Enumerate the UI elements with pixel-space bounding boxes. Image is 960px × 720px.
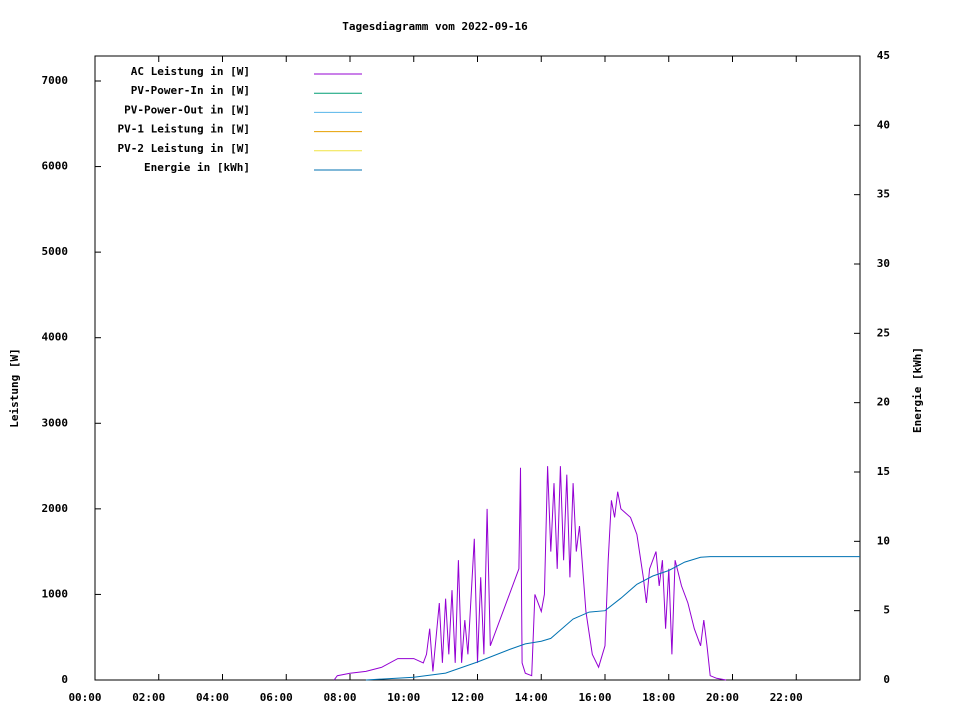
- y-tick-label: 7000: [42, 74, 69, 87]
- x-tick-label: 12:00: [451, 691, 484, 704]
- y-tick-label: 2000: [42, 502, 69, 515]
- y-tick-label: 3000: [42, 416, 69, 429]
- y2-tick-label: 45: [877, 49, 890, 62]
- x-tick-label: 02:00: [132, 691, 165, 704]
- x-tick-label: 06:00: [260, 691, 293, 704]
- y2-tick-label: 20: [877, 396, 890, 409]
- y2-tick-label: 15: [877, 465, 890, 478]
- x-tick-label: 18:00: [642, 691, 675, 704]
- y-tick-label: 1000: [42, 587, 69, 600]
- legend-label: PV-Power-Out in [W]: [124, 103, 250, 116]
- legend-label: Energie in [kWh]: [144, 161, 250, 174]
- x-tick-label: 10:00: [387, 691, 420, 704]
- y-tick-label: 4000: [42, 331, 69, 344]
- x-tick-label: 20:00: [706, 691, 739, 704]
- y2-tick-label: 30: [877, 257, 890, 270]
- y2-tick-label: 5: [883, 604, 890, 617]
- legend-label: PV-Power-In in [W]: [131, 84, 250, 97]
- legend-label: AC Leistung in [W]: [131, 65, 250, 78]
- x-tick-label: 04:00: [196, 691, 229, 704]
- y-tick-label: 5000: [42, 245, 69, 258]
- chart-title: Tagesdiagramm vom 2022-09-16: [342, 20, 528, 33]
- y2-tick-label: 35: [877, 188, 890, 201]
- series-line: [333, 466, 727, 681]
- x-tick-label: 16:00: [578, 691, 611, 704]
- x-tick-label: 00:00: [68, 691, 101, 704]
- y2-tick-label: 10: [877, 534, 890, 547]
- y-axis-label: Leistung [W]: [8, 348, 21, 427]
- y2-tick-label: 25: [877, 326, 890, 339]
- series-line: [365, 556, 860, 681]
- y2-axis-label: Energie [kWh]: [911, 347, 924, 433]
- y2-tick-label: 40: [877, 118, 890, 131]
- y-tick-label: 0: [61, 673, 68, 686]
- legend-label: PV-2 Leistung in [W]: [118, 142, 250, 155]
- y-tick-label: 6000: [42, 160, 69, 173]
- x-tick-label: 22:00: [770, 691, 803, 704]
- x-tick-label: 14:00: [515, 691, 548, 704]
- x-tick-label: 08:00: [323, 691, 356, 704]
- legend-label: PV-1 Leistung in [W]: [118, 123, 250, 136]
- y2-tick-label: 0: [883, 673, 890, 686]
